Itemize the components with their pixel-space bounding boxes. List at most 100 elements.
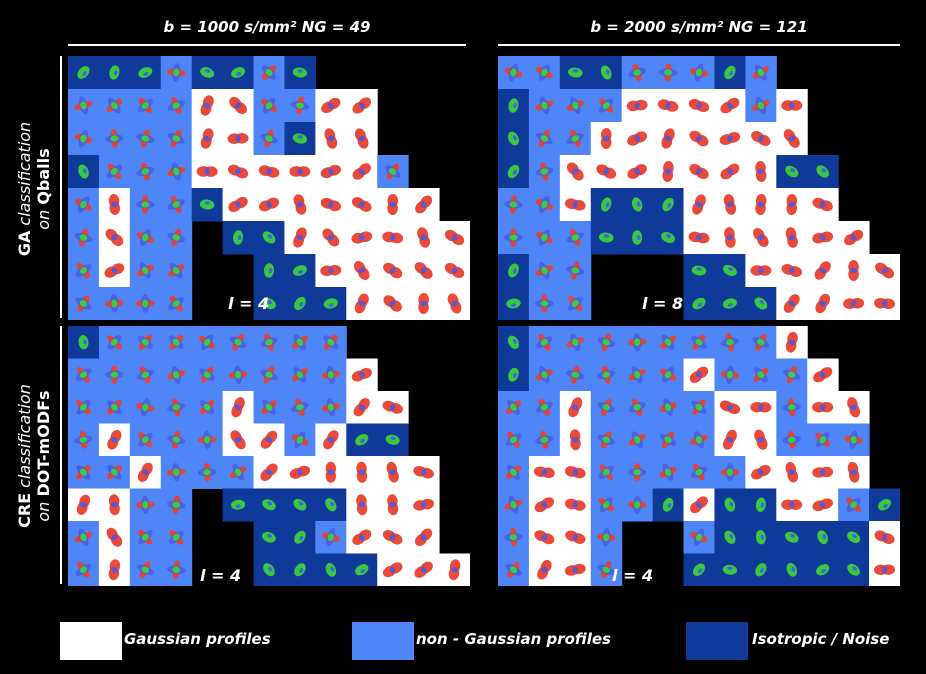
odf-glyph	[753, 227, 769, 248]
odf-glyph	[289, 166, 311, 177]
odf-glyph	[167, 129, 185, 148]
odf-glyph	[750, 265, 772, 276]
odf-glyph	[105, 365, 124, 385]
odf-glyph	[566, 96, 584, 115]
odf-glyph	[323, 334, 339, 350]
odf-glyph	[76, 399, 91, 415]
odf-glyph	[600, 197, 612, 212]
odf-glyph	[447, 293, 462, 314]
odf-glyph	[508, 98, 519, 113]
odf-glyph	[505, 561, 522, 578]
odf-glyph	[504, 195, 523, 214]
odf-glyph	[661, 128, 675, 149]
odf-glyph	[415, 528, 433, 547]
odf-glyph	[692, 194, 706, 215]
odf-glyph	[233, 230, 244, 245]
odf-glyph	[262, 231, 276, 244]
odf-glyph	[507, 164, 520, 179]
odf-glyph	[507, 335, 520, 349]
odf-glyph	[137, 462, 153, 482]
odf-glyph	[136, 398, 155, 417]
odf-glyph	[354, 293, 369, 314]
legend-swatch-isotropic	[686, 622, 748, 660]
odf-glyph	[722, 298, 738, 309]
odf-glyph	[325, 461, 337, 483]
legend-label: non - Gaussian profiles	[416, 630, 611, 648]
odf-glyph	[508, 263, 519, 278]
odf-glyph	[816, 165, 829, 178]
odf-glyph	[722, 429, 737, 450]
odf-glyph	[659, 366, 677, 383]
odf-glyph	[166, 63, 186, 82]
odf-glyph	[505, 399, 522, 415]
odf-glyph	[74, 228, 93, 247]
odf-glyph	[598, 497, 614, 513]
odf-glyph	[627, 332, 647, 352]
odf-glyph	[659, 463, 677, 481]
odf-glyph	[535, 64, 553, 81]
odf-glyph	[599, 98, 614, 113]
odf-glyph	[230, 499, 246, 510]
odf-glyph	[199, 199, 215, 210]
odf-glyph	[564, 498, 586, 511]
odf-glyph	[290, 96, 310, 115]
odf-glyph	[752, 333, 770, 351]
odf-glyph	[293, 499, 307, 511]
odf-glyph	[754, 297, 768, 310]
odf-glyph	[261, 65, 277, 80]
odf-glyph	[750, 401, 772, 413]
odf-glyph	[325, 562, 337, 577]
odf-glyph	[166, 560, 186, 579]
odf-glyph	[597, 333, 616, 352]
odf-glyph	[108, 194, 121, 215]
odf-glyph	[505, 431, 522, 448]
odf-glyph	[724, 530, 736, 544]
odf-glyph	[568, 397, 583, 418]
odf-glyph	[844, 229, 864, 246]
odf-glyph	[76, 494, 91, 515]
odf-glyph	[167, 195, 185, 214]
odf-glyph	[228, 365, 248, 384]
odf-glyph	[783, 129, 800, 148]
odf-glyph	[137, 97, 153, 114]
odf-glyph	[136, 195, 155, 214]
odf-glyph	[138, 67, 153, 78]
odf-glyph	[197, 430, 217, 450]
odf-glyph	[537, 559, 552, 580]
odf-glyph	[382, 562, 403, 578]
odf-glyph	[568, 67, 583, 78]
odf-glyph	[105, 228, 124, 247]
odf-glyph	[566, 365, 585, 384]
odf-glyph	[76, 464, 91, 480]
odf-glyph	[535, 96, 554, 115]
odf-glyph	[324, 128, 338, 149]
odf-glyph	[167, 228, 186, 247]
odf-glyph	[535, 430, 554, 449]
odf-glyph	[136, 294, 155, 313]
odf-glyph	[785, 227, 798, 248]
odf-glyph	[847, 531, 861, 544]
odf-glyph	[535, 261, 554, 280]
odf-glyph	[690, 430, 708, 449]
odf-glyph	[752, 64, 769, 81]
odf-glyph	[781, 264, 803, 277]
odf-glyph	[75, 561, 92, 578]
odf-glyph	[200, 67, 215, 78]
classification-grid	[68, 326, 470, 586]
harmonic-order-label: l = 4	[612, 566, 654, 585]
odf-glyph	[813, 367, 833, 383]
odf-glyph	[262, 531, 276, 543]
odf-glyph	[231, 67, 246, 78]
odf-glyph	[504, 527, 523, 547]
odf-glyph	[167, 365, 186, 384]
odf-glyph	[566, 162, 584, 181]
odf-glyph	[106, 163, 122, 180]
odf-glyph	[535, 294, 554, 313]
odf-glyph	[383, 262, 403, 279]
odf-glyph	[691, 399, 707, 415]
odf-glyph	[199, 334, 216, 351]
odf-glyph	[662, 161, 674, 182]
odf-glyph	[227, 164, 249, 179]
odf-glyph	[628, 398, 646, 416]
